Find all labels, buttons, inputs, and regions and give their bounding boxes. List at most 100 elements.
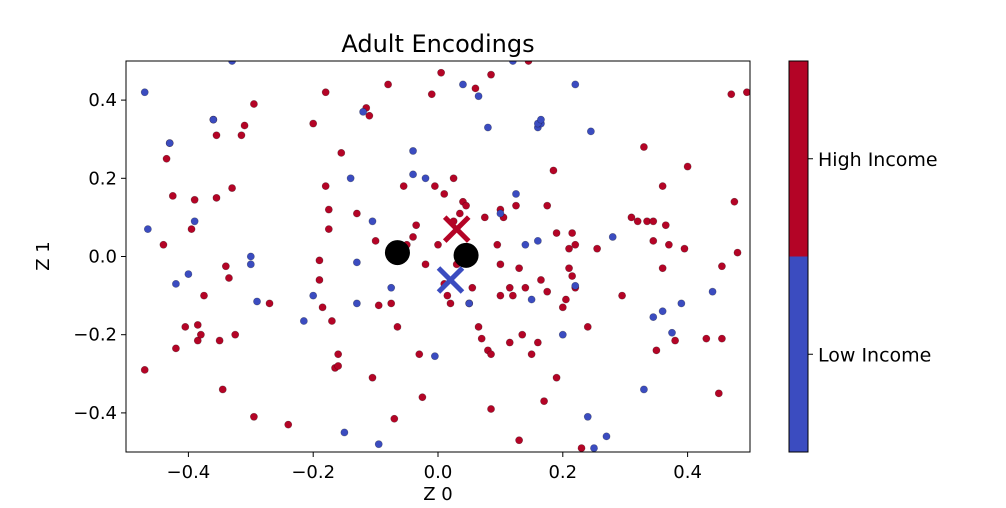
- point-high-income: [543, 287, 552, 296]
- point-high-income: [365, 111, 374, 120]
- point-low-income: [602, 432, 611, 441]
- y-tick-label: −0.4: [73, 403, 117, 424]
- point-low-income: [368, 217, 377, 226]
- point-high-income: [193, 321, 202, 329]
- point-high-income: [515, 264, 524, 273]
- y-tick-label: −0.2: [73, 325, 117, 346]
- point-low-income: [608, 233, 617, 241]
- point-low-income: [658, 307, 667, 316]
- point-high-income: [321, 182, 330, 191]
- point-high-income: [515, 436, 524, 445]
- point-high-income: [714, 389, 723, 398]
- point-low-income: [409, 170, 417, 179]
- point-low-income: [340, 428, 349, 437]
- x-axis-label: Z 0: [423, 484, 453, 505]
- point-high-income: [228, 184, 236, 192]
- point-high-income: [508, 291, 517, 300]
- point-high-income: [583, 322, 592, 331]
- point-high-income: [477, 334, 486, 343]
- point-high-income: [240, 121, 249, 130]
- point-high-income: [577, 444, 586, 452]
- point-high-income: [671, 336, 680, 345]
- colorbar-label: Low Income: [818, 344, 931, 366]
- point-low-income: [246, 260, 255, 269]
- point-high-income: [568, 272, 577, 280]
- point-high-income: [718, 262, 726, 271]
- point-low-income: [172, 279, 180, 288]
- point-high-income: [393, 322, 402, 331]
- point-high-income: [730, 197, 739, 206]
- point-high-income: [496, 260, 505, 269]
- point-high-income: [683, 162, 692, 171]
- point-low-income: [465, 299, 474, 308]
- point-high-income: [568, 229, 577, 237]
- point-low-income: [374, 440, 383, 449]
- point-low-income: [708, 287, 717, 296]
- point-high-income: [727, 90, 736, 99]
- point-low-income: [143, 225, 152, 234]
- point-high-income: [200, 291, 208, 300]
- point-low-income: [459, 80, 467, 89]
- point-high-income: [221, 262, 230, 271]
- point-high-income: [627, 213, 636, 222]
- point-low-income: [537, 115, 545, 124]
- point-low-income: [299, 317, 308, 325]
- point-high-income: [518, 330, 527, 339]
- point-high-income: [250, 412, 258, 421]
- point-high-income: [487, 70, 495, 79]
- point-high-income: [421, 260, 430, 269]
- point-high-income: [633, 217, 642, 226]
- point-high-income: [537, 276, 545, 284]
- point-low-income: [253, 297, 261, 306]
- point-low-income: [677, 299, 686, 308]
- point-high-income: [315, 276, 324, 284]
- point-high-income: [418, 393, 427, 402]
- point-low-income: [190, 217, 199, 226]
- point-high-income: [437, 68, 446, 77]
- point-high-income: [328, 317, 336, 325]
- point-high-income: [640, 143, 648, 151]
- point-low-income: [558, 330, 567, 339]
- point-high-income: [237, 131, 246, 140]
- point-high-income: [430, 182, 439, 191]
- point-high-income: [658, 182, 667, 191]
- plot-area: [125, 60, 751, 453]
- y-axis: −0.4 −0.2 0.0 0.2 0.4: [73, 90, 126, 424]
- point-high-income: [468, 283, 477, 292]
- point-high-income: [193, 336, 202, 345]
- point-high-income: [718, 334, 726, 343]
- point-low-income: [496, 209, 505, 218]
- point-high-income: [399, 182, 408, 191]
- colorbar: High Income Low Income: [788, 60, 938, 453]
- point-low-income: [571, 80, 580, 89]
- x-tick-label: −0.4: [167, 462, 211, 483]
- point-high-income: [334, 362, 343, 370]
- point-low-income: [421, 174, 430, 183]
- point-high-income: [649, 217, 658, 226]
- point-high-income: [521, 283, 530, 292]
- point-high-income: [649, 236, 658, 245]
- point-low-income: [571, 281, 580, 290]
- point-high-income: [215, 336, 224, 345]
- point-high-income: [309, 119, 318, 128]
- point-high-income: [187, 225, 196, 234]
- center-markers: [384, 215, 479, 294]
- point-high-income: [549, 166, 558, 175]
- point-high-income: [212, 193, 221, 202]
- point-high-income: [543, 201, 552, 210]
- y-tick-label: 0.2: [88, 168, 117, 189]
- y-axis-label: Z 1: [33, 241, 54, 271]
- point-low-income: [309, 291, 318, 300]
- point-high-income: [733, 248, 742, 257]
- point-low-income: [387, 283, 396, 292]
- point-high-income: [565, 264, 573, 273]
- point-low-income: [165, 139, 174, 148]
- point-low-income: [583, 412, 592, 421]
- point-high-income: [487, 350, 495, 359]
- point-high-income: [427, 90, 436, 99]
- black-circle-marker: [453, 242, 479, 268]
- point-low-income: [527, 295, 536, 304]
- point-high-income: [533, 338, 542, 347]
- point-high-income: [471, 84, 480, 93]
